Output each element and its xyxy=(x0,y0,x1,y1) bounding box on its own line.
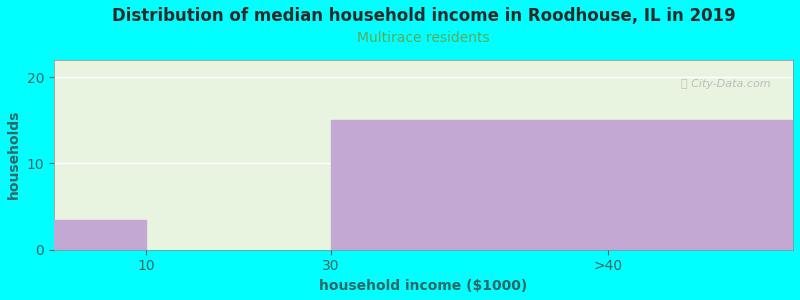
Bar xyxy=(54,220,146,250)
Bar xyxy=(331,120,793,250)
Text: ⓘ City-Data.com: ⓘ City-Data.com xyxy=(682,79,771,89)
X-axis label: household income ($1000): household income ($1000) xyxy=(319,279,527,293)
Text: Multirace residents: Multirace residents xyxy=(357,31,490,45)
Y-axis label: households: households xyxy=(7,110,21,200)
Title: Distribution of median household income in Roodhouse, IL in 2019: Distribution of median household income … xyxy=(111,7,735,25)
